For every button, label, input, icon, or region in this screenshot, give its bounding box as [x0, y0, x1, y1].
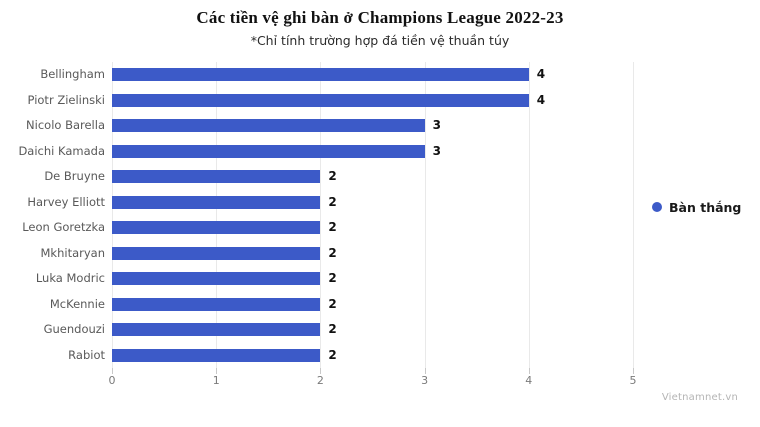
bar-value-label: 2 [328, 245, 337, 260]
gridline [112, 62, 113, 368]
gridline [216, 62, 218, 368]
y-axis-label: Guendouzi [43, 322, 105, 336]
bar-value-label: 2 [328, 169, 337, 184]
x-axis-tick-label: 5 [629, 374, 637, 387]
bar [112, 195, 321, 209]
x-axis-tick-label: 2 [316, 374, 324, 387]
bar [112, 323, 321, 337]
y-axis-label: Daichi Kamada [18, 143, 105, 158]
x-tickmark [633, 368, 634, 374]
bar [112, 272, 321, 286]
bar [112, 68, 529, 82]
bar [112, 144, 425, 158]
x-axis-tick-label: 4 [525, 374, 533, 387]
y-axis-label: Luka Modric [35, 271, 105, 285]
y-axis-label: McKennie [49, 296, 105, 311]
bar-value-label: 2 [328, 271, 337, 286]
bar [112, 170, 321, 184]
y-axis-label: Piotr Zielinski [27, 92, 105, 107]
gridline [320, 62, 322, 368]
y-axis-label: Mkhitaryan [40, 245, 106, 260]
x-axis-tick-label: 0 [108, 374, 116, 387]
y-axis-label: Nicolo Barella [26, 118, 105, 132]
y-axis-label: De Bruyne [44, 169, 105, 183]
x-tickmark [424, 368, 426, 374]
bar-value-label: 2 [328, 296, 337, 311]
bar [112, 297, 321, 311]
x-tickmark [216, 368, 218, 374]
bar-value-label: 2 [328, 194, 337, 209]
bar-value-label: 3 [432, 143, 441, 158]
bar [112, 119, 425, 133]
bar [112, 246, 321, 260]
bar [112, 348, 321, 362]
x-tickmark [320, 368, 322, 374]
plot-area: 4 4 3 3 2 2 2 2 2 2 2 2 [112, 62, 634, 374]
legend: Bàn thắng [652, 199, 741, 215]
bar [112, 93, 529, 107]
bar-value-label: 2 [328, 347, 337, 362]
y-axis-label: Rabiot [68, 347, 105, 362]
bar [112, 221, 321, 235]
chart-title: Các tiền vệ ghi bàn ở Champions League 2… [196, 8, 564, 27]
x-tickmark [528, 368, 530, 374]
bar-value-label: 3 [432, 118, 441, 133]
gridline [528, 62, 530, 368]
y-axis-label: Leon Goretzka [22, 220, 105, 234]
gridline [633, 62, 634, 368]
x-tickmark [112, 368, 113, 374]
bar-value-label: 2 [328, 322, 337, 337]
y-axis-label: Harvey Elliott [27, 194, 105, 209]
bar-value-label: 2 [328, 220, 337, 235]
y-axis-label: Bellingham [40, 67, 105, 81]
x-axis-tick-label: 3 [421, 374, 429, 387]
x-axis-tick-label: 1 [212, 374, 220, 387]
chart-subtitle: *Chỉ tính trường hợp đá tiền vệ thuần tú… [250, 33, 510, 48]
watermark: Vietnamnet.vn [661, 392, 738, 403]
bar-value-label: 4 [536, 92, 546, 107]
legend-marker-icon [652, 202, 662, 212]
legend-label: Bàn thắng [669, 199, 742, 215]
gridline [424, 62, 426, 368]
bar-value-label: 4 [536, 67, 546, 82]
